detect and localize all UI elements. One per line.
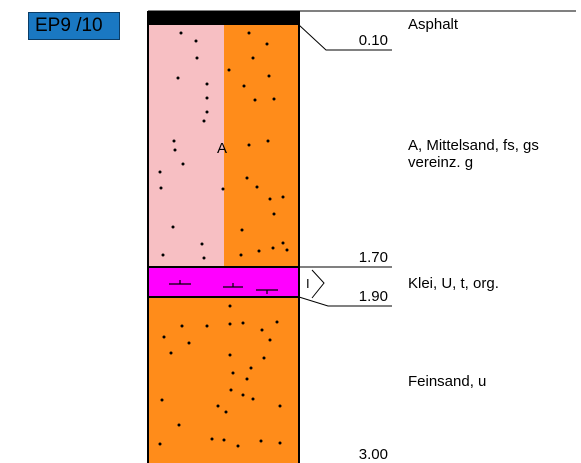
layer-label-mittelsand-1: A, Mittelsand, fs, gs: [408, 137, 539, 154]
klei-symbols: [169, 280, 278, 294]
layer-symbol-klei: I: [306, 276, 310, 291]
layer-label-mittelsand-2: vereinz. g: [408, 154, 474, 171]
asphalt-layer: [148, 11, 299, 25]
layer-label-asphalt: Asphalt: [408, 16, 459, 33]
leader-0-10: [298, 24, 392, 51]
layer-label-feinsand: Feinsand, u: [408, 373, 487, 390]
feinsand-dots: [158, 304, 282, 448]
klei-bracket: [311, 269, 325, 299]
mittelsand-orange: [224, 25, 299, 267]
borehole-tag: EP9 /10: [28, 12, 120, 40]
klei-layer: [148, 267, 299, 297]
depth-0-10: 0.10: [358, 32, 388, 49]
layer-symbol-a: A: [217, 140, 228, 157]
leader-1-90: [298, 296, 392, 307]
depth-3-00: 3.00: [358, 446, 388, 463]
mittelsand-pink: [148, 25, 224, 267]
mittelsand-dots: [158, 31, 289, 260]
depth-1-90: 1.90: [358, 288, 388, 305]
depth-1-70: 1.70: [358, 249, 388, 266]
layer-label-klei: Klei, U, t, org.: [408, 275, 499, 292]
feinsand-layer: [148, 297, 299, 463]
